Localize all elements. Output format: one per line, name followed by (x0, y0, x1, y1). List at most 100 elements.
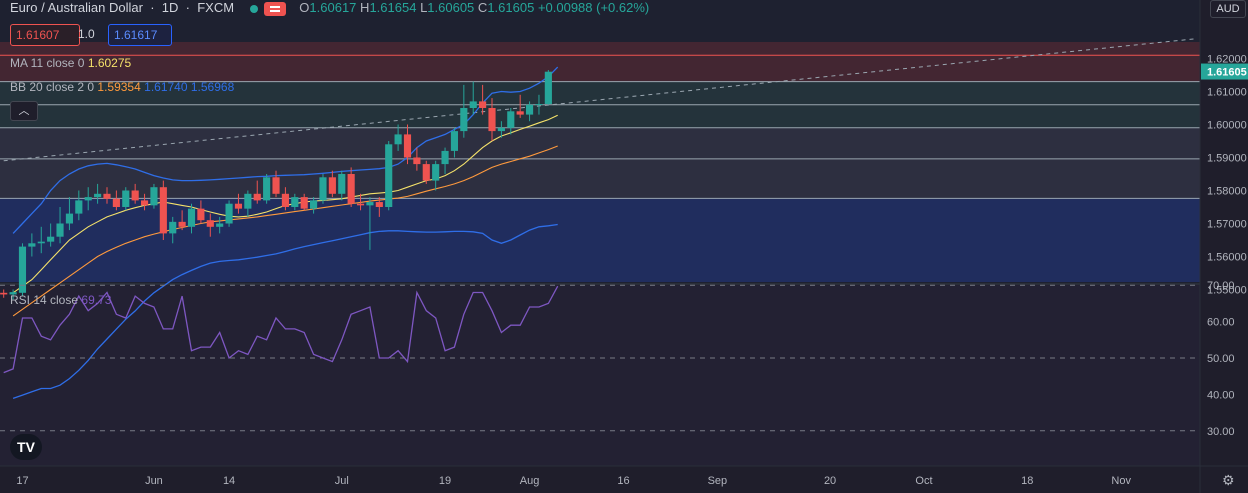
candle-32 (300, 193, 308, 211)
symbol-header: Euro / Australian Dollar · 1D · FXCM O1.… (10, 0, 650, 16)
open-label: O (299, 0, 310, 15)
gear-icon[interactable]: ⚙ (1222, 472, 1235, 488)
close-value: 1.61605 (487, 0, 535, 15)
candle-body-34 (319, 177, 327, 201)
candle-body-13 (122, 190, 130, 207)
price-tick-0: 1.62000 (1207, 54, 1247, 66)
price-zone-0 (0, 42, 1200, 82)
candle-body-17 (159, 187, 167, 234)
last-price-label: 1.61605 (1207, 67, 1247, 79)
rsi-legend[interactable]: RSI 14 close 69.73 (10, 293, 111, 307)
candle-12 (112, 190, 120, 211)
candle-body-15 (140, 200, 149, 206)
buy-button[interactable]: 1.61617 (108, 24, 172, 46)
candle-42 (394, 124, 402, 151)
candle-6 (56, 207, 64, 244)
candle-25 (234, 193, 243, 214)
collapse-legend-button[interactable]: ︿ (10, 101, 38, 121)
candle-body-32 (300, 197, 308, 209)
last-price-badge (1201, 63, 1248, 80)
candle-24 (225, 200, 233, 227)
candle-body-6 (56, 223, 64, 237)
candle-body-18 (169, 221, 177, 234)
price-tick-3: 1.59000 (1207, 153, 1247, 165)
candle-body-10 (94, 193, 102, 198)
rsi-tick-2: 50.00 (1207, 353, 1235, 365)
price-tick-5: 1.57000 (1207, 219, 1247, 231)
time-tick-8: 20 (824, 475, 836, 487)
interval-label[interactable]: 1D (161, 0, 179, 15)
ma-label: MA 11 close 0 (10, 56, 85, 70)
candle-body-35 (328, 177, 336, 194)
candle-body-25 (234, 203, 243, 209)
candle-30 (281, 187, 289, 211)
price-tick-2: 1.60000 (1207, 120, 1247, 132)
candle-body-44 (413, 157, 421, 165)
candle-10 (94, 183, 102, 204)
price-tick-7: 1.55000 (1207, 285, 1247, 297)
candle-body-12 (112, 198, 120, 207)
candle-body-36 (338, 174, 346, 194)
candle-8 (75, 190, 83, 221)
candle-body-37 (347, 174, 355, 204)
time-tick-7: Sep (708, 475, 728, 487)
candle-body-5 (47, 236, 55, 242)
candle-body-2 (18, 246, 27, 293)
sell-button[interactable]: 1.61607 (10, 24, 80, 46)
time-tick-3: Jul (335, 475, 349, 487)
candle-body-0 (0, 292, 8, 295)
tradingview-logo[interactable]: TV (10, 434, 42, 460)
bb-lower-value: 1.56968 (190, 80, 235, 94)
candle-body-49 (460, 108, 468, 132)
low-label: L (420, 0, 428, 15)
bb-lower-line (12, 223, 558, 400)
candle-body-29 (272, 177, 280, 194)
candle-20 (187, 203, 196, 234)
bb-legend[interactable]: BB 20 close 2 0 1.59354 1.61740 1.56968 (10, 80, 234, 94)
market-open-dot-icon (249, 4, 258, 13)
time-tick-2: 14 (223, 475, 235, 487)
candle-1 (9, 289, 17, 300)
candle-body-57 (535, 104, 543, 106)
candle-44 (413, 147, 421, 171)
time-tick-6: 16 (617, 475, 629, 487)
candle-body-38 (356, 203, 365, 206)
candle-38 (356, 193, 365, 211)
candle-body-28 (263, 177, 271, 201)
candle-23 (216, 216, 224, 234)
time-tick-11: Nov (1111, 475, 1131, 487)
candle-body-30 (281, 193, 289, 207)
candle-21 (197, 200, 205, 224)
price-tick-6: 1.56000 (1207, 252, 1247, 264)
candle-39 (366, 197, 374, 250)
candle-body-16 (150, 187, 158, 206)
candle-48 (450, 127, 459, 158)
ma-legend[interactable]: MA 11 close 0 1.60275 (10, 56, 131, 70)
price-axis-bg (1200, 0, 1248, 493)
candle-body-22 (206, 220, 214, 227)
candle-19 (178, 210, 186, 231)
candle-body-3 (28, 243, 36, 247)
candle-body-46 (432, 164, 440, 181)
candle-26 (244, 190, 252, 217)
high-value: 1.61654 (369, 0, 417, 15)
candle-body-41 (385, 144, 393, 207)
time-tick-5: Aug (520, 475, 540, 487)
candle-40 (375, 197, 383, 217)
candle-body-33 (310, 200, 318, 209)
candle-46 (432, 160, 440, 191)
open-value: 1.60617 (309, 0, 357, 15)
close-label: C (477, 0, 488, 15)
candle-5 (47, 223, 55, 247)
rsi-value: 69.73 (81, 293, 112, 307)
candle-body-39 (366, 202, 374, 206)
candle-52 (488, 98, 496, 141)
currency-selector[interactable]: AUD (1210, 0, 1246, 18)
candle-14 (131, 183, 139, 204)
candle-27 (253, 180, 261, 204)
bb-basis-value: 1.59354 (97, 80, 141, 94)
symbol-name[interactable]: Euro / Australian Dollar (10, 0, 143, 15)
rsi-tick-0: 70.00 (1207, 280, 1235, 292)
market-status-toggle[interactable] (246, 1, 290, 16)
